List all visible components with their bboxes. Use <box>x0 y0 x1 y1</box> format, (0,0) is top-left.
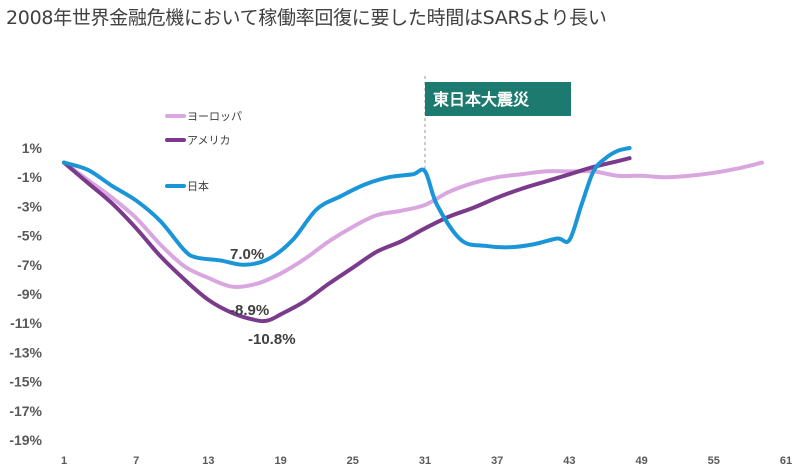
series-lines <box>62 146 764 324</box>
x-tick-label: 19 <box>274 455 286 467</box>
y-tick-label: -19% <box>9 432 42 448</box>
data-label-usa-min: -10.8% <box>248 331 296 348</box>
y-tick-label: -17% <box>9 403 42 419</box>
x-axis-ticks: 1 7 13 19 25 31 37 43 49 55 61 <box>61 455 792 467</box>
y-tick-label: 1% <box>22 140 43 156</box>
y-tick-label: -15% <box>9 374 42 390</box>
series-line-usa <box>62 156 632 324</box>
y-tick-label: -13% <box>9 344 42 360</box>
x-tick-label: 37 <box>491 455 503 467</box>
y-tick-label: -1% <box>17 169 42 185</box>
y-tick-label: -3% <box>17 198 42 214</box>
series-line-europe <box>62 160 764 289</box>
legend-label-japan: 日本 <box>187 179 209 193</box>
event-annotation-box <box>425 82 571 116</box>
x-tick-label: 61 <box>780 455 792 467</box>
legend: ヨーロッパ アメリカ 日本 <box>165 110 242 193</box>
x-tick-label: 1 <box>61 455 67 467</box>
x-tick-label: 13 <box>202 455 214 467</box>
x-tick-label: 25 <box>347 455 359 467</box>
y-tick-label: -11% <box>10 315 42 331</box>
event-annotation-label: 東日本大震災 <box>433 90 530 109</box>
data-label-japan-min: 7.0% <box>230 246 264 263</box>
x-tick-label: 43 <box>563 455 575 467</box>
legend-label-europe: ヨーロッパ <box>187 110 242 123</box>
y-tick-label: -9% <box>17 286 42 302</box>
x-tick-label: 55 <box>708 455 720 467</box>
y-axis-ticks: 1% -1% -3% -5% -7% -9% -11% -13% -15% -17% -19% <box>9 140 42 448</box>
x-tick-label: 49 <box>635 455 647 467</box>
chart-title: 2008年世界金融危機において稼働率回復に要した時間はSARSより長い <box>6 7 607 29</box>
data-label-europe-min: -8.9% <box>230 302 269 319</box>
x-tick-label: 31 <box>419 455 431 467</box>
series-line-japan <box>62 146 632 267</box>
legend-label-usa: アメリカ <box>187 134 230 147</box>
x-tick-label: 7 <box>133 455 139 467</box>
y-tick-label: -5% <box>17 228 42 244</box>
y-tick-label: -7% <box>17 257 42 273</box>
